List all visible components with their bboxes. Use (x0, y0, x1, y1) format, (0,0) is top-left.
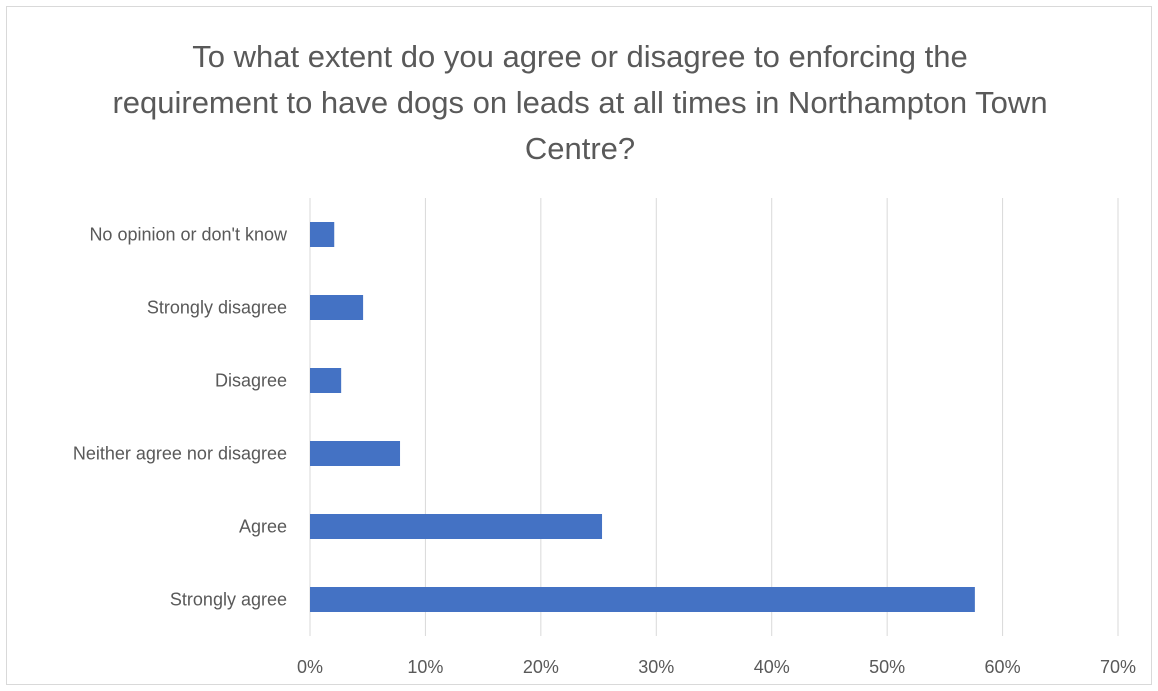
bar (310, 222, 335, 247)
gridlines (309, 198, 1119, 636)
category-label: Disagree (215, 371, 287, 391)
x-tick-label: 50% (869, 657, 905, 677)
x-tick-label: 30% (638, 657, 674, 677)
bar (310, 441, 401, 466)
bar (310, 587, 975, 612)
bar (310, 295, 364, 320)
x-tick-label: 0% (297, 657, 323, 677)
bar (310, 514, 603, 539)
category-label: No opinion or don't know (89, 225, 288, 245)
chart-frame (6, 6, 1152, 685)
x-tick-label: 10% (407, 657, 443, 677)
x-tick-label: 60% (985, 657, 1021, 677)
category-label: Strongly agree (170, 590, 287, 610)
chart-title: To what extent do you agree or disagree … (112, 39, 1048, 166)
bars (310, 222, 975, 612)
category-label: Agree (239, 517, 287, 537)
x-tick-label: 70% (1100, 657, 1136, 677)
category-label: Neither agree nor disagree (73, 444, 287, 464)
x-tick-label: 20% (523, 657, 559, 677)
category-labels: Strongly agree Agree Neither agree nor dis… (73, 225, 288, 610)
x-axis-tick-labels: 0% 10% 20% 30% 40% 50% 60% 70% (297, 657, 1136, 677)
x-tick-label: 40% (754, 657, 790, 677)
category-label: Strongly disagree (147, 298, 287, 318)
bar (310, 368, 342, 393)
